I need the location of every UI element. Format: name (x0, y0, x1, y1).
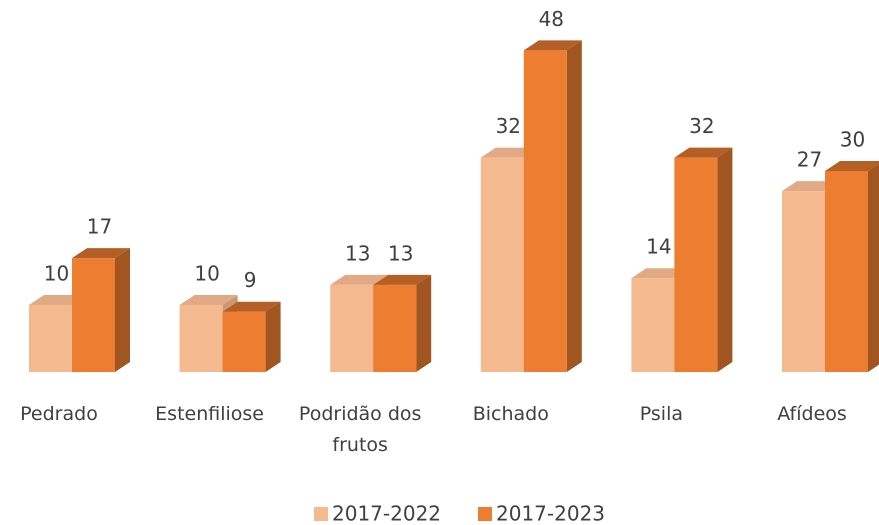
bar-front (373, 284, 417, 372)
x-tick-label: Pedrado (20, 403, 98, 425)
legend-swatch (478, 507, 492, 521)
bar-front (72, 258, 115, 372)
bar-front (674, 157, 718, 372)
bar-top (825, 161, 879, 171)
bar-top (330, 274, 389, 285)
bar (523, 40, 582, 373)
bar-side (566, 40, 582, 373)
bar (674, 147, 733, 372)
bar-front (825, 171, 868, 372)
legend-label: 2017-2022 (332, 502, 441, 525)
bar-front (330, 284, 374, 372)
bar-front (222, 311, 266, 372)
bar-top (523, 40, 582, 51)
bar-side (265, 301, 281, 372)
bar-top (222, 301, 281, 312)
bar-side (717, 147, 733, 372)
bar-top (72, 248, 130, 259)
value-label: 32 (496, 114, 521, 138)
x-tick-label: Podridão dos frutos (298, 403, 422, 456)
bar-side (115, 248, 130, 372)
value-label: 17 (87, 215, 112, 239)
x-tick-label: Afídeos (777, 403, 847, 425)
bar-side (416, 274, 432, 372)
bar (373, 274, 432, 372)
value-label: 14 (646, 235, 671, 259)
x-tick-label: Bichado (472, 403, 549, 425)
bar-front (631, 278, 675, 372)
bar-top (373, 274, 432, 285)
value-label: 13 (388, 241, 413, 265)
legend-swatch (314, 507, 328, 521)
value-label: 48 (539, 7, 564, 31)
bar (222, 301, 281, 372)
bar-front (480, 157, 524, 372)
x-tick-label: Estenfiliose (155, 403, 264, 425)
bar (825, 161, 879, 372)
legend-label: 2017-2023 (496, 502, 605, 525)
value-label: 9 (244, 268, 257, 292)
bar (72, 248, 130, 372)
bar-top (179, 295, 238, 305)
bar-front (782, 191, 825, 372)
value-label: 10 (194, 262, 219, 286)
bar-front (523, 50, 567, 373)
value-label: 27 (797, 148, 822, 172)
x-tick-label: Psila (639, 403, 683, 425)
bar-front (179, 305, 223, 372)
bar-front (29, 305, 72, 372)
value-label: 30 (840, 128, 865, 152)
bar-top (674, 147, 733, 158)
bar-side (868, 163, 879, 372)
value-label: 32 (689, 114, 714, 138)
value-label: 13 (345, 241, 370, 265)
value-label: 10 (44, 262, 69, 286)
